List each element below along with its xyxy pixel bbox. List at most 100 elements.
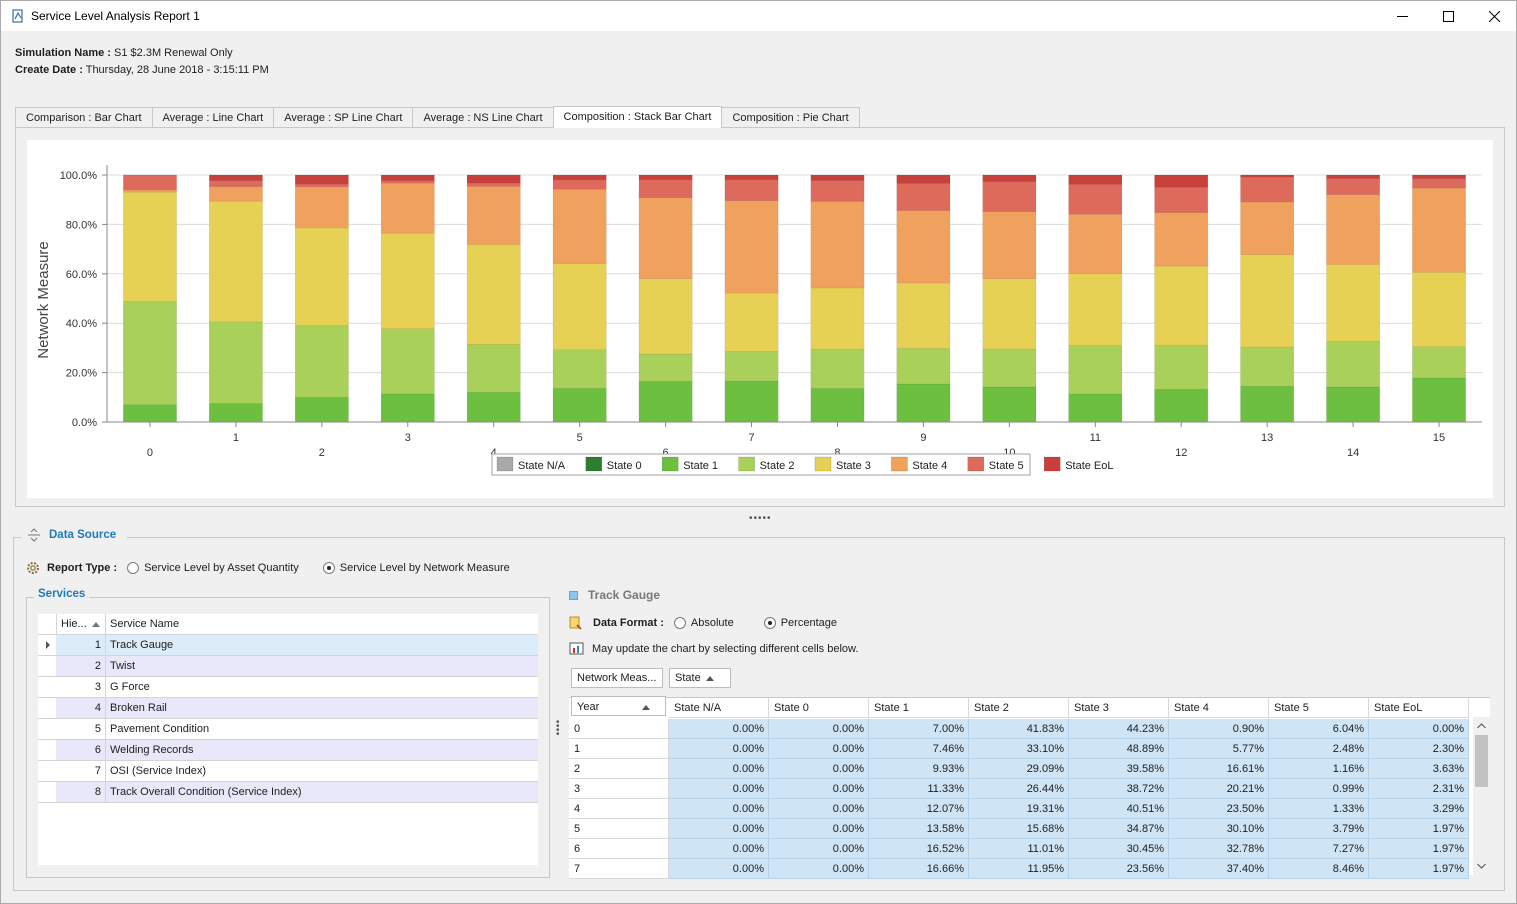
services-row[interactable]: 5 Pavement Condition (38, 719, 538, 740)
pivot-column-header[interactable]: State 5 (1269, 698, 1369, 718)
pivot-value-cell[interactable]: 48.89% (1069, 739, 1169, 759)
pivot-value-cell[interactable]: 0.00% (669, 819, 769, 839)
tab-composition-pie[interactable]: Composition : Pie Chart (721, 107, 860, 128)
pivot-value-cell[interactable]: 39.58% (1069, 759, 1169, 779)
pivot-value-cell[interactable]: 2.48% (1269, 739, 1369, 759)
pivot-value-cell[interactable]: 11.33% (869, 779, 969, 799)
radio-asset-quantity[interactable] (127, 562, 140, 574)
pivot-column-header[interactable]: State 0 (769, 698, 869, 718)
field-year[interactable]: Year (571, 696, 666, 716)
services-row[interactable]: 4 Broken Rail (38, 698, 538, 719)
pivot-year-cell[interactable]: 1 (569, 739, 669, 759)
data-source-header[interactable]: Data Source (27, 528, 116, 542)
pivot-value-cell[interactable]: 19.31% (969, 799, 1069, 819)
scrollbar-thumb[interactable] (1475, 735, 1488, 787)
pivot-year-cell[interactable]: 7 (569, 859, 669, 879)
pivot-year-cell[interactable]: 6 (569, 839, 669, 859)
pivot-value-cell[interactable]: 1.33% (1269, 799, 1369, 819)
pivot-value-cell[interactable]: 6.04% (1269, 719, 1369, 739)
field-state[interactable]: State (669, 668, 731, 688)
pivot-value-cell[interactable]: 0.00% (769, 719, 869, 739)
pivot-value-cell[interactable]: 0.00% (769, 859, 869, 879)
pivot-value-cell[interactable]: 29.09% (969, 759, 1069, 779)
radio-percentage-label[interactable]: Percentage (780, 617, 837, 629)
services-row[interactable]: 6 Welding Records (38, 740, 538, 761)
pivot-column-header[interactable]: State 3 (1069, 698, 1169, 718)
pivot-value-cell[interactable]: 0.00% (669, 839, 769, 859)
pivot-value-cell[interactable]: 44.23% (1069, 719, 1169, 739)
pivot-column-header[interactable]: State 4 (1169, 698, 1269, 718)
pivot-value-cell[interactable]: 41.83% (969, 719, 1069, 739)
radio-absolute[interactable] (673, 617, 686, 629)
vertical-splitter[interactable]: • • • • (556, 717, 560, 740)
pivot-vertical-scrollbar[interactable] (1473, 717, 1490, 875)
radio-asset-quantity-label[interactable]: Service Level by Asset Quantity (144, 562, 299, 574)
pivot-value-cell[interactable]: 1.97% (1369, 839, 1469, 859)
pivot-value-cell[interactable]: 1.97% (1369, 819, 1469, 839)
pivot-value-cell[interactable]: 11.95% (969, 859, 1069, 879)
pivot-value-cell[interactable]: 7.00% (869, 719, 969, 739)
pivot-value-cell[interactable]: 7.46% (869, 739, 969, 759)
radio-absolute-label[interactable]: Absolute (690, 617, 734, 629)
pivot-value-cell[interactable]: 3.63% (1369, 759, 1469, 779)
field-network-measure[interactable]: Network Meas... (571, 668, 663, 688)
maximize-button[interactable] (1425, 1, 1471, 31)
pivot-value-cell[interactable]: 1.16% (1269, 759, 1369, 779)
radio-network-measure[interactable] (322, 562, 335, 574)
pivot-value-cell[interactable]: 11.01% (969, 839, 1069, 859)
pivot-value-cell[interactable]: 7.27% (1269, 839, 1369, 859)
pivot-value-cell[interactable]: 3.29% (1369, 799, 1469, 819)
services-row[interactable]: 7 OSI (Service Index) (38, 761, 538, 782)
pivot-value-cell[interactable]: 0.00% (669, 799, 769, 819)
pivot-value-cell[interactable]: 0.00% (769, 839, 869, 859)
pivot-column-header[interactable]: State 1 (869, 698, 969, 718)
radio-percentage[interactable] (763, 617, 776, 629)
tab-average-sp-line[interactable]: Average : SP Line Chart (273, 107, 414, 128)
services-row[interactable]: 8 Track Overall Condition (Service Index) (38, 782, 538, 803)
pivot-value-cell[interactable]: 0.00% (669, 719, 769, 739)
pivot-value-cell[interactable]: 23.56% (1069, 859, 1169, 879)
pivot-value-cell[interactable]: 0.00% (669, 859, 769, 879)
services-row[interactable]: 3 G Force (38, 677, 538, 698)
tab-comparison-bar[interactable]: Comparison : Bar Chart (15, 107, 153, 128)
pivot-value-cell[interactable]: 0.00% (669, 779, 769, 799)
scroll-down-icon[interactable] (1473, 859, 1490, 873)
pivot-value-cell[interactable]: 13.58% (869, 819, 969, 839)
pivot-column-header[interactable]: State N/A (669, 698, 769, 718)
pivot-value-cell[interactable]: 30.10% (1169, 819, 1269, 839)
pivot-value-cell[interactable]: 0.00% (1369, 719, 1469, 739)
pivot-value-cell[interactable]: 33.10% (969, 739, 1069, 759)
pivot-value-cell[interactable]: 38.72% (1069, 779, 1169, 799)
pivot-value-cell[interactable]: 16.66% (869, 859, 969, 879)
pivot-year-cell[interactable]: 0 (569, 719, 669, 739)
pivot-value-cell[interactable]: 0.00% (669, 759, 769, 779)
pivot-value-cell[interactable]: 0.00% (769, 819, 869, 839)
pivot-value-cell[interactable]: 32.78% (1169, 839, 1269, 859)
pivot-value-cell[interactable]: 26.44% (969, 779, 1069, 799)
pivot-value-cell[interactable]: 0.99% (1269, 779, 1369, 799)
close-button[interactable] (1471, 1, 1517, 31)
column-header-service-name[interactable]: Service Name (110, 618, 180, 630)
pivot-value-cell[interactable]: 20.21% (1169, 779, 1269, 799)
pivot-year-cell[interactable]: 5 (569, 819, 669, 839)
services-row[interactable]: 1 Track Gauge (38, 635, 538, 656)
tab-composition-stack-bar[interactable]: Composition : Stack Bar Chart (552, 106, 723, 128)
pivot-value-cell[interactable]: 12.07% (869, 799, 969, 819)
pivot-value-cell[interactable]: 16.61% (1169, 759, 1269, 779)
pivot-value-cell[interactable]: 0.00% (669, 739, 769, 759)
pivot-column-header[interactable]: State EoL (1369, 698, 1469, 718)
services-row[interactable]: 2 Twist (38, 656, 538, 677)
pivot-value-cell[interactable]: 1.97% (1369, 859, 1469, 879)
tab-average-line[interactable]: Average : Line Chart (151, 107, 275, 128)
radio-network-measure-label[interactable]: Service Level by Network Measure (339, 562, 510, 574)
pivot-value-cell[interactable]: 3.79% (1269, 819, 1369, 839)
horizontal-splitter[interactable]: ••••• (749, 513, 772, 524)
pivot-value-cell[interactable]: 0.00% (769, 799, 869, 819)
pivot-value-cell[interactable]: 15.68% (969, 819, 1069, 839)
pivot-year-cell[interactable]: 2 (569, 759, 669, 779)
pivot-value-cell[interactable]: 0.00% (769, 779, 869, 799)
services-grid[interactable]: Hie... Service Name 1 Track Gauge 2 Twist 3 G… (38, 614, 538, 865)
pivot-value-cell[interactable]: 2.30% (1369, 739, 1469, 759)
pivot-value-cell[interactable]: 30.45% (1069, 839, 1169, 859)
pivot-value-cell[interactable]: 16.52% (869, 839, 969, 859)
